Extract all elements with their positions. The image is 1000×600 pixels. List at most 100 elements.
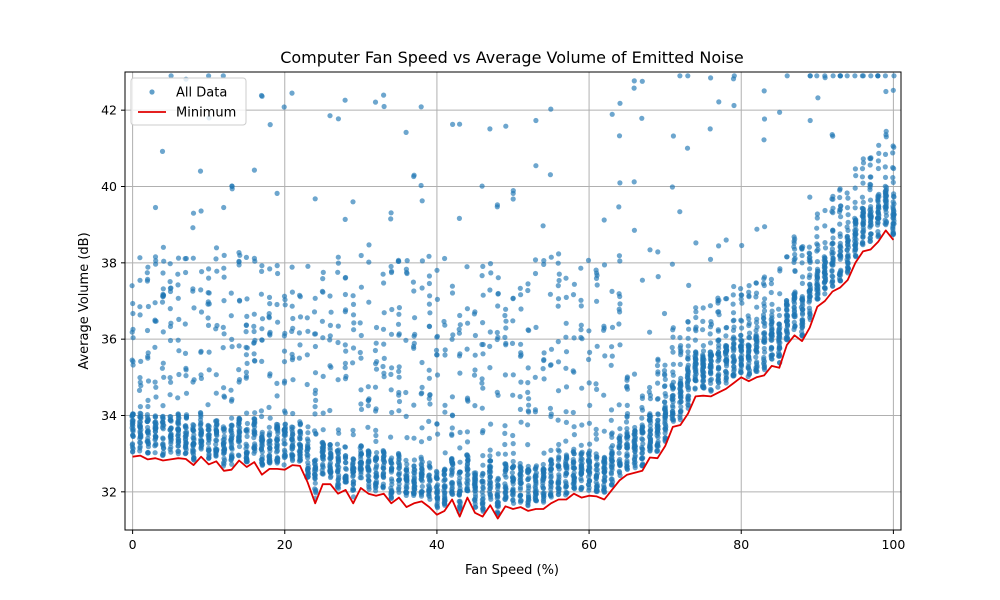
scatter-point bbox=[838, 253, 844, 259]
scatter-point bbox=[510, 295, 516, 301]
scatter-point bbox=[556, 476, 562, 483]
scatter-point bbox=[837, 73, 844, 79]
scatter-point bbox=[822, 223, 828, 229]
scatter-point bbox=[388, 460, 394, 466]
scatter-point bbox=[548, 493, 554, 499]
scatter-point bbox=[555, 462, 561, 468]
scatter-point bbox=[282, 421, 288, 427]
scatter-point bbox=[342, 444, 348, 450]
scatter-point bbox=[806, 288, 813, 294]
scatter-point bbox=[875, 73, 881, 79]
scatter-point bbox=[290, 431, 296, 437]
scatter-point bbox=[510, 487, 516, 493]
scatter-point bbox=[593, 436, 600, 442]
scatter-point bbox=[570, 409, 576, 416]
scatter-point bbox=[479, 405, 485, 411]
scatter-point bbox=[381, 470, 387, 476]
scatter-point bbox=[776, 326, 782, 332]
scatter-points bbox=[129, 73, 897, 517]
x-tick-label: 0 bbox=[129, 537, 137, 552]
scatter-point bbox=[418, 439, 425, 445]
scatter-point bbox=[821, 270, 828, 276]
scatter-point bbox=[350, 427, 356, 433]
scatter-point bbox=[334, 441, 340, 447]
scatter-point bbox=[845, 195, 851, 201]
scatter-point bbox=[342, 360, 348, 366]
scatter-point bbox=[137, 445, 143, 451]
scatter-point bbox=[784, 319, 790, 325]
scatter-point bbox=[411, 402, 417, 408]
scatter-point bbox=[844, 73, 850, 79]
scatter-point bbox=[578, 322, 584, 328]
scatter-point bbox=[168, 418, 174, 424]
scatter-point bbox=[609, 353, 615, 359]
scatter-point bbox=[556, 466, 562, 472]
scatter-point bbox=[571, 432, 578, 438]
scatter-point bbox=[639, 393, 646, 399]
scatter-point bbox=[350, 487, 357, 493]
scatter-point bbox=[640, 430, 646, 436]
scatter-point bbox=[343, 465, 349, 471]
scatter-point bbox=[168, 440, 174, 446]
scatter-point bbox=[464, 462, 470, 468]
scatter-point bbox=[487, 261, 494, 267]
scatter-point bbox=[320, 373, 326, 379]
scatter-point bbox=[525, 442, 531, 448]
scatter-point bbox=[342, 342, 348, 348]
scatter-point bbox=[769, 319, 775, 325]
scatter-point bbox=[366, 457, 372, 463]
scatter-point bbox=[206, 73, 212, 79]
scatter-point bbox=[160, 441, 166, 447]
x-tick-label: 60 bbox=[581, 537, 597, 552]
scatter-point bbox=[814, 73, 820, 79]
scatter-point bbox=[366, 259, 372, 265]
scatter-point bbox=[167, 306, 173, 312]
scatter-point bbox=[282, 441, 288, 447]
scatter-point bbox=[586, 478, 593, 484]
scatter-point bbox=[350, 460, 356, 467]
scatter-point bbox=[465, 320, 471, 326]
scatter-point bbox=[441, 501, 448, 507]
scatter-point bbox=[267, 331, 273, 337]
scatter-point bbox=[555, 339, 561, 345]
scatter-point bbox=[578, 265, 584, 271]
scatter-point bbox=[776, 351, 783, 357]
scatter-point bbox=[807, 194, 813, 200]
x-tick-label: 80 bbox=[733, 537, 749, 552]
scatter-point bbox=[328, 473, 334, 479]
scatter-point bbox=[844, 264, 851, 270]
scatter-point bbox=[198, 309, 205, 315]
scatter-point bbox=[868, 231, 874, 237]
scatter-point bbox=[374, 450, 380, 456]
scatter-point bbox=[647, 440, 654, 446]
scatter-point bbox=[563, 483, 570, 489]
scatter-point bbox=[388, 216, 394, 222]
scatter-point bbox=[602, 353, 608, 359]
scatter-point bbox=[662, 435, 668, 441]
scatter-point bbox=[707, 349, 713, 355]
scatter-point bbox=[335, 269, 341, 275]
scatter-point bbox=[830, 258, 836, 264]
scatter-point bbox=[609, 448, 615, 454]
scatter-point bbox=[495, 291, 501, 297]
scatter-point bbox=[616, 450, 622, 456]
scatter-point bbox=[783, 328, 790, 335]
scatter-point bbox=[830, 274, 836, 280]
scatter-point bbox=[837, 194, 843, 201]
scatter-point bbox=[236, 443, 243, 450]
scatter-point bbox=[130, 411, 136, 417]
scatter-point bbox=[152, 443, 158, 449]
scatter-point bbox=[692, 337, 699, 343]
scatter-point bbox=[799, 297, 806, 303]
scatter-point bbox=[677, 335, 683, 341]
scatter-point bbox=[320, 461, 326, 467]
scatter-point bbox=[258, 291, 264, 297]
scatter-point bbox=[564, 454, 570, 460]
scatter-point bbox=[526, 494, 532, 500]
scatter-point bbox=[228, 313, 234, 319]
scatter-point bbox=[594, 298, 600, 304]
scatter-point bbox=[510, 497, 516, 503]
scatter-point bbox=[198, 208, 204, 214]
scatter-point bbox=[244, 313, 250, 319]
scatter-point bbox=[389, 268, 395, 274]
